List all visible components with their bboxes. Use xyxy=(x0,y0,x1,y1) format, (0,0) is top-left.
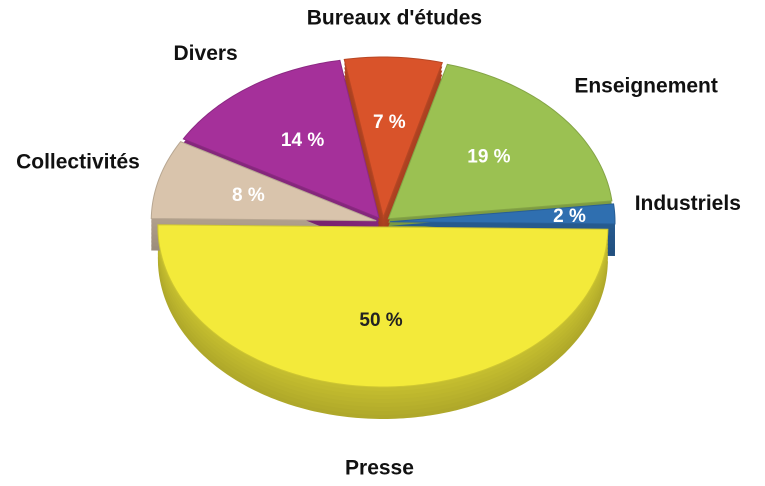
slice xyxy=(157,224,609,388)
value-label: 19 % xyxy=(467,146,510,167)
value-label: 7 % xyxy=(373,112,406,133)
pie-tops xyxy=(150,56,616,388)
category-label: Bureaux d'études xyxy=(307,7,482,30)
category-label: Divers xyxy=(174,42,238,65)
slice xyxy=(387,63,613,220)
category-label: Industriels xyxy=(635,192,741,215)
category-label: Presse xyxy=(345,457,414,480)
value-label: 2 % xyxy=(553,206,586,227)
value-label: 14 % xyxy=(281,130,324,151)
category-label: Collectivités xyxy=(16,150,140,173)
slice xyxy=(150,141,377,222)
slice xyxy=(343,56,443,219)
value-label: 8 % xyxy=(232,185,265,206)
value-label: 50 % xyxy=(359,310,402,331)
slice xyxy=(182,59,380,219)
category-label: Enseignement xyxy=(574,75,718,98)
slice xyxy=(389,203,616,225)
